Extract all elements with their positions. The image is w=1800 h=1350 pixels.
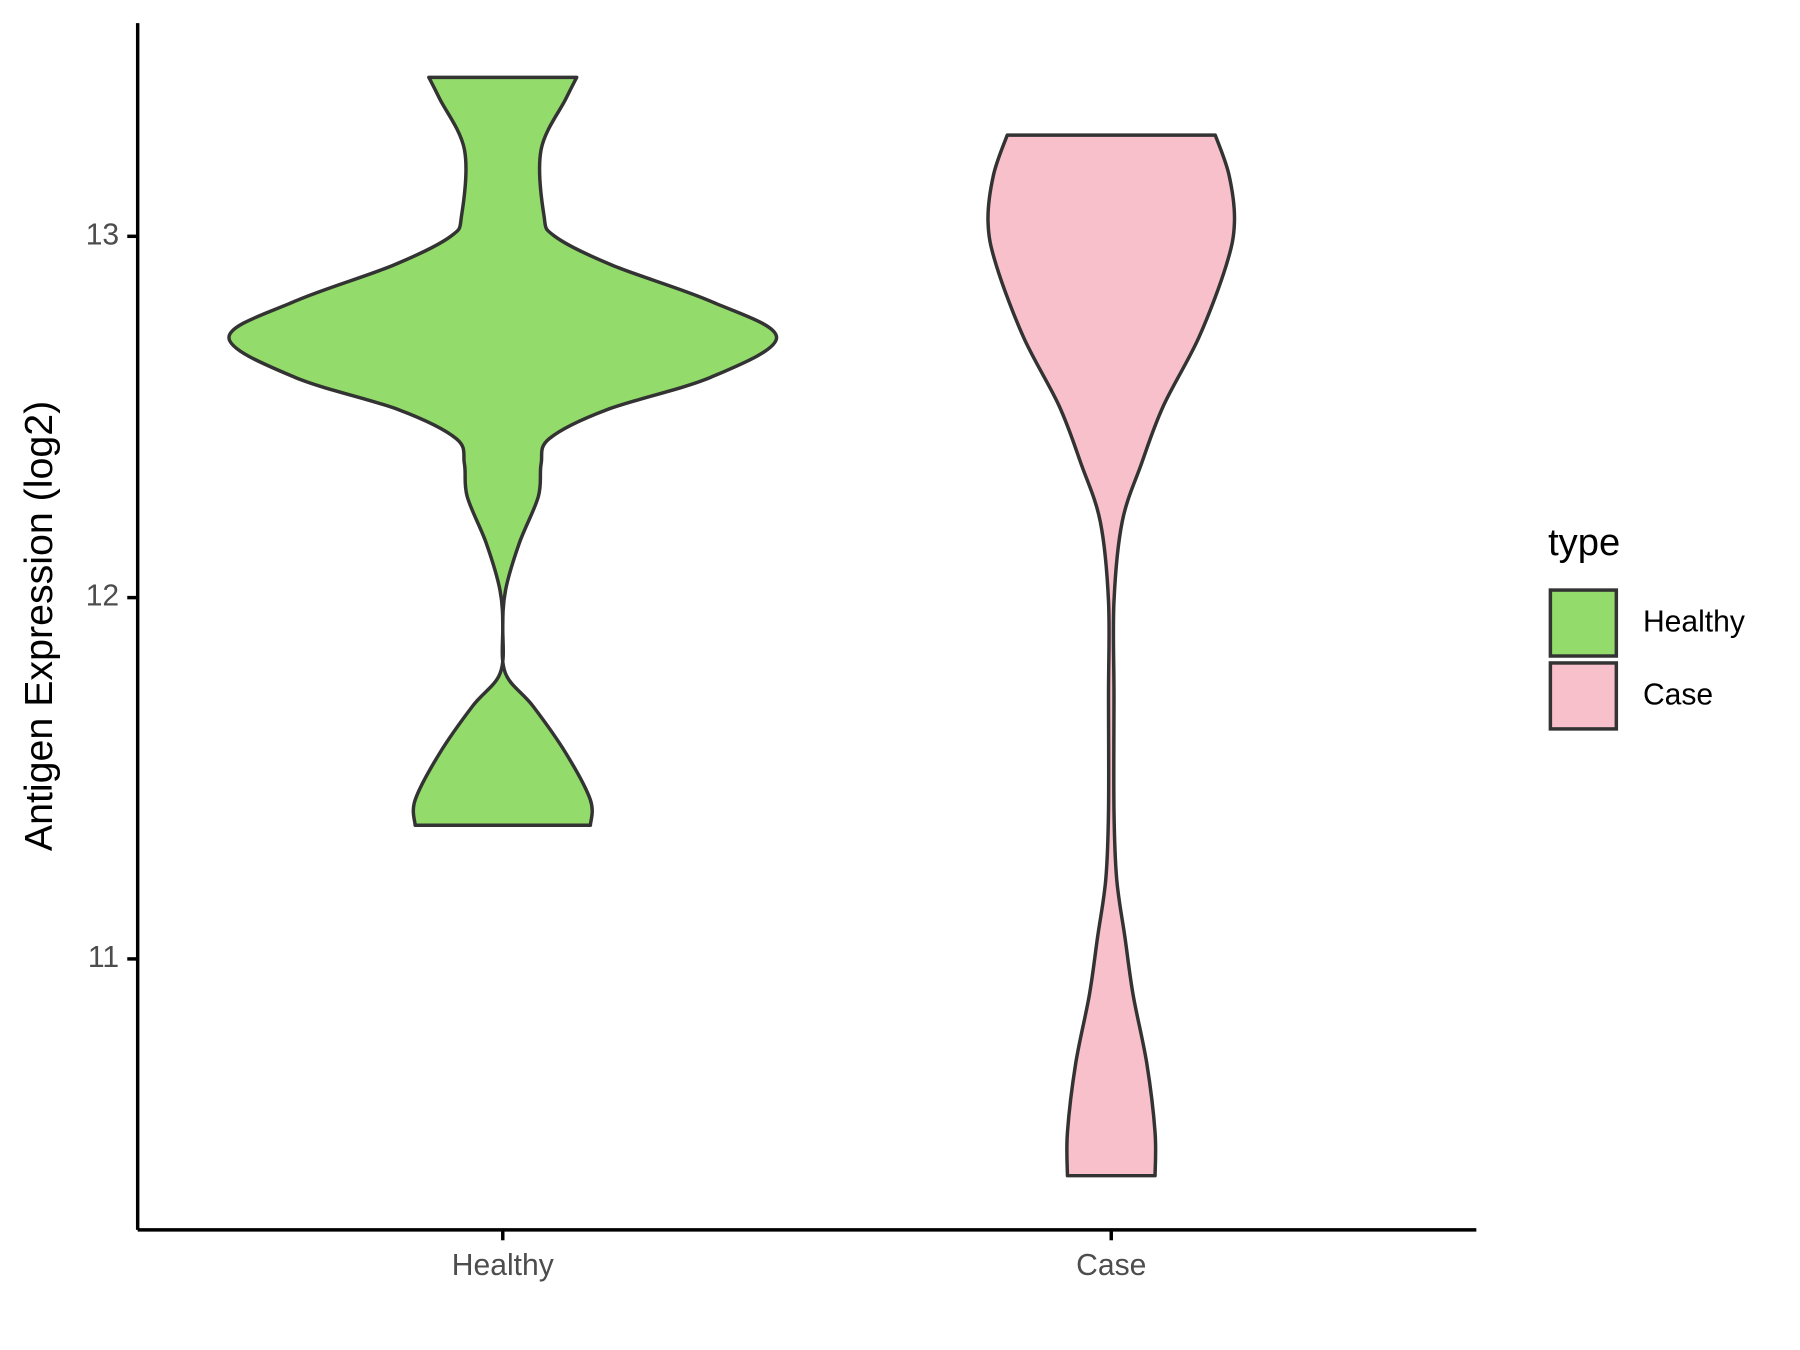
legend-label: Healthy <box>1643 606 1745 639</box>
violin <box>986 133 1237 1178</box>
violin <box>227 75 779 827</box>
legend-swatch <box>1548 588 1619 658</box>
plot-area: Antigen Expression (log2) type 11 12 13 Hea… <box>17 23 1745 1282</box>
legend-label: Case <box>1643 678 1713 711</box>
y-tick-label: 12 <box>86 580 119 613</box>
legend-title: type <box>1548 521 1620 564</box>
y-axis-label: Antigen Expression (log2) <box>17 401 61 851</box>
x-tick-label: Healthy <box>452 1249 554 1282</box>
y-tick-label: 13 <box>86 218 119 251</box>
legend-swatch <box>1548 661 1619 731</box>
y-tick-label: 11 <box>88 941 119 974</box>
x-tick-label: Case <box>1076 1249 1146 1282</box>
